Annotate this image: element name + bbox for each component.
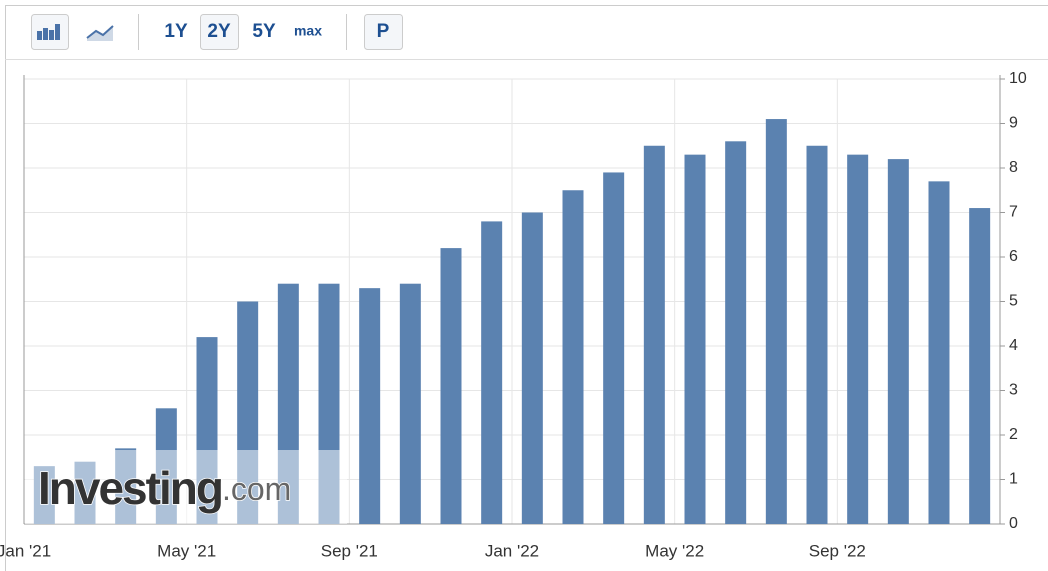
y-tick-label: 8 xyxy=(1009,159,1018,176)
y-tick-label: 9 xyxy=(1009,115,1018,132)
y-tick-label: 4 xyxy=(1009,337,1018,354)
bar xyxy=(887,159,909,524)
bar xyxy=(643,145,665,524)
selected-range[interactable] xyxy=(200,14,239,50)
bar xyxy=(562,190,584,524)
bar xyxy=(928,181,950,524)
watermark-brand: Investing xyxy=(38,462,222,514)
bar xyxy=(603,172,625,524)
range-button[interactable]: max xyxy=(294,23,322,39)
y-tick-label: 2 xyxy=(1009,426,1018,443)
x-tick-label: Jan '22 xyxy=(485,541,539,560)
p-button[interactable]: P xyxy=(377,21,390,42)
bar-chart-icon xyxy=(37,24,60,40)
bar xyxy=(725,141,747,525)
x-tick-label: Sep '21 xyxy=(321,541,378,560)
watermark: Investing.com xyxy=(38,462,291,514)
y-tick-label: 1 xyxy=(1009,471,1018,488)
bar xyxy=(440,248,462,524)
bar xyxy=(765,119,787,525)
x-tick-label: May '21 xyxy=(157,541,216,560)
line-chart-icon[interactable] xyxy=(86,25,114,41)
range-button[interactable]: 1Y xyxy=(164,21,188,42)
bar xyxy=(481,221,503,524)
range-button[interactable]: 5Y xyxy=(252,21,276,42)
y-tick-label: 7 xyxy=(1009,204,1018,221)
bar xyxy=(359,288,381,524)
bar xyxy=(847,154,869,524)
x-tick-label: Sep '22 xyxy=(809,541,866,560)
bar xyxy=(684,154,706,524)
watermark-veil xyxy=(25,450,347,524)
y-tick-label: 10 xyxy=(1009,70,1027,87)
y-tick-label: 3 xyxy=(1009,382,1018,399)
p-button-bg[interactable] xyxy=(364,14,403,50)
x-tick-label: Jan '21 xyxy=(0,541,51,560)
y-tick-label: 5 xyxy=(1009,293,1018,310)
bar xyxy=(969,208,991,525)
bar xyxy=(806,145,828,524)
bar xyxy=(521,212,543,524)
range-button[interactable]: 2Y xyxy=(207,21,231,42)
frame xyxy=(5,5,1048,571)
bar xyxy=(399,283,421,524)
y-tick-label: 6 xyxy=(1009,248,1018,265)
y-tick-label: 0 xyxy=(1009,515,1018,532)
x-tick-label: May '22 xyxy=(645,541,704,560)
watermark-suffix: .com xyxy=(222,471,291,507)
